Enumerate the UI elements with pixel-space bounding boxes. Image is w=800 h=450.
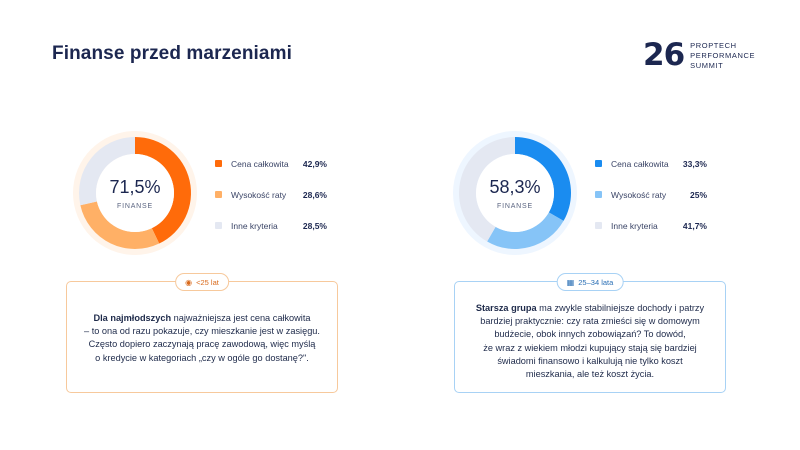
note-line: – to ona od razu pokazuje, czy mieszkani… (84, 326, 320, 337)
chart-legend: Cena całkowita 42,9% Wysokość raty 28,6%… (215, 148, 327, 241)
logo-line: PROPTECH (690, 40, 737, 50)
chart-panel-right: 58,3% FINANSE Cena całkowita 33,3% Wysok… (440, 118, 800, 268)
legend-label: Cena całkowita (231, 158, 289, 169)
legend-swatch (215, 191, 222, 198)
legend-item: Inne kryteria 41,7% (595, 210, 707, 241)
note-card-young: ◉ <25 lat Dla najmłodszych najważniejsza… (66, 273, 338, 393)
legend-item: Cena całkowita 33,3% (595, 148, 707, 179)
note-line: bardziej praktycznie: czy rata zmieści s… (480, 316, 700, 327)
legend-item: Wysokość raty 28,6% (215, 179, 327, 210)
donut-svg (73, 131, 197, 255)
donut-hole (96, 154, 174, 232)
donut-center: 58,3% FINANSE (440, 118, 590, 268)
logo-line: SUMMIT (690, 60, 724, 70)
donut-center-value: 58,3% (489, 176, 541, 197)
legend-swatch (595, 160, 602, 167)
note-bold-lead: Dla najmłodszych (93, 313, 172, 323)
donut-slice (487, 212, 564, 250)
legend-label: Wysokość raty (611, 189, 667, 200)
logo-mark: 26 (643, 37, 685, 73)
page-title: Finanse przed marzeniami (52, 43, 292, 64)
legend-label: Inne kryteria (611, 220, 658, 231)
legend-label: Cena całkowita (611, 158, 669, 169)
legend-swatch (215, 222, 222, 229)
badge-label: 25–34 lata (578, 277, 614, 287)
donut-center: 71,5% FINANSE (60, 118, 210, 268)
legend-item: Wysokość raty 25% (595, 179, 707, 210)
note-line: świadomi finansowo i kalkulują nie tylko… (497, 355, 683, 366)
donut-slice (79, 137, 135, 206)
age-badge: ◉ <25 lat (175, 273, 229, 291)
note-card-older: ▦ 25–34 lata Starsza grupa ma zwykle sta… (454, 273, 726, 393)
legend-item: Cena całkowita 42,9% (215, 148, 327, 179)
legend-swatch (595, 191, 602, 198)
donut-slice (459, 137, 515, 242)
legend-item: Inne kryteria 28,5% (215, 210, 327, 241)
donut-svg (453, 131, 577, 255)
note-line: mieszkania, ale też koszt życia. (525, 369, 655, 380)
legend-value: 28,6% (302, 189, 327, 200)
note-line: ma zwykle stabilniejsze dochody i patrzy (536, 303, 705, 313)
summit-logo: 26 PROPTECH PERFORMANCE SUMMIT (643, 40, 755, 71)
building-icon: ▦ (566, 277, 575, 287)
donut-hole (476, 154, 554, 232)
badge-label: <25 lat (196, 277, 219, 287)
note-line: że wraz z wiekiem młodzi kupujący stają … (483, 342, 697, 353)
legend-label: Inne kryteria (231, 220, 278, 231)
donut-chart: 58,3% FINANSE (440, 118, 590, 268)
logo-text: PROPTECH PERFORMANCE SUMMIT (690, 41, 755, 71)
legend-value: 28,5% (302, 220, 327, 231)
note-text: Dla najmłodszych najważniejsza jest cena… (79, 312, 325, 365)
note-bold-lead: Starsza grupa (475, 303, 537, 313)
legend-value: 41,7% (682, 220, 707, 231)
legend-value: 25% (689, 189, 707, 200)
note-line: najważniejsza jest cena całkowita (171, 313, 311, 323)
note-text: Starsza grupa ma zwykle stabilniejsze do… (467, 302, 713, 381)
donut-slice (80, 201, 160, 249)
chart-panel-left: 71,5% FINANSE Cena całkowita 42,9% Wysok… (60, 118, 420, 268)
legend-swatch (595, 222, 602, 229)
chart-legend: Cena całkowita 33,3% Wysokość raty 25% I… (595, 148, 707, 241)
legend-swatch (215, 160, 222, 167)
legend-value: 33,3% (682, 158, 707, 169)
donut-center-label: FINANSE (497, 202, 533, 210)
legend-label: Wysokość raty (231, 189, 287, 200)
donut-center-value: 71,5% (109, 176, 161, 197)
note-line: Często dopiero zaczynają pracę zawodową,… (88, 339, 316, 350)
age-badge: ▦ 25–34 lata (556, 273, 624, 291)
note-line: o kredycie w kategoriach „czy w ogóle go… (95, 352, 309, 363)
legend-value: 42,9% (302, 158, 327, 169)
eye-icon: ◉ (185, 277, 193, 287)
note-line: budżecie, obok innych zobowiązań? To dow… (494, 329, 686, 340)
donut-chart: 71,5% FINANSE (60, 118, 210, 268)
donut-slice (515, 137, 571, 221)
logo-line: PERFORMANCE (690, 50, 756, 60)
donut-slice (135, 137, 192, 244)
donut-center-label: FINANSE (117, 202, 153, 210)
